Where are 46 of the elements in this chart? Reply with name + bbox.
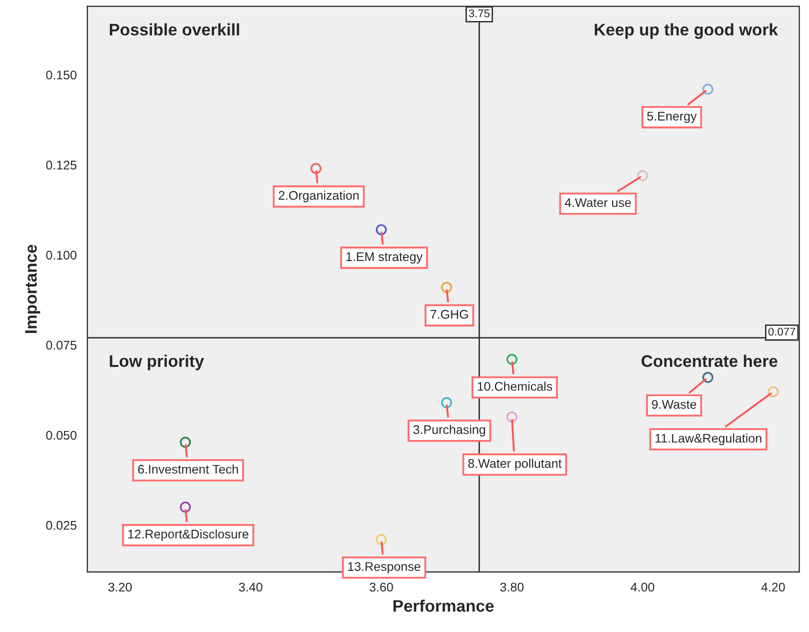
- point: [702, 84, 714, 95]
- annotation: Concentrate here: [642, 354, 778, 367]
- point: [180, 436, 191, 448]
- series-label: 12.Report&Disclosure: [128, 529, 248, 541]
- x-tick-label: 3.60: [370, 582, 393, 592]
- point: [310, 162, 322, 174]
- x-axis-title: Performance: [394, 600, 494, 612]
- series-label: 13.Response: [348, 562, 420, 574]
- ref-line-label: 3.75: [468, 9, 490, 18]
- ref-line-label: 0.077: [768, 328, 796, 336]
- point: [768, 386, 779, 398]
- point: [376, 534, 387, 546]
- point: [702, 372, 714, 383]
- x-tick-label: 3.40: [238, 582, 262, 592]
- annotation: Keep up the good work: [594, 23, 778, 39]
- series-label: 9.Waste: [652, 400, 696, 409]
- y-tick-label: 0.050: [46, 430, 76, 440]
- point: [376, 224, 387, 236]
- text: 11.Law&Regulation: [656, 433, 762, 446]
- y-axis-title: Importance: [25, 244, 40, 333]
- y-tick-label: 0.025: [46, 520, 76, 530]
- series-label: 3.Purchasing: [413, 424, 486, 437]
- point: [506, 412, 518, 423]
- y-tick-label: 0.100: [46, 250, 76, 260]
- point: [441, 397, 452, 408]
- x-tick-label: 4.20: [761, 582, 785, 592]
- annotation: Possible overkill: [110, 23, 240, 36]
- series-label: 1.EM strategy: [346, 252, 423, 264]
- x-tick-label: 3.20: [108, 582, 132, 592]
- y-tick-label: 0.125: [46, 160, 76, 170]
- series-label: 4.Water use: [564, 198, 631, 208]
- point: [441, 282, 452, 293]
- series-label: 2.Organization: [278, 190, 359, 202]
- series-label: 6.Investment Tech: [138, 464, 238, 474]
- y-tick-label: 0.150: [46, 70, 76, 80]
- x-tick-label: 4.00: [630, 582, 654, 592]
- point: [637, 170, 648, 182]
- annotation: Low priority: [110, 354, 204, 370]
- point: [506, 354, 518, 365]
- y-tick-label: 0.075: [46, 340, 76, 350]
- x-tick-label: 3.80: [500, 582, 524, 592]
- series-label: 7.GHG: [430, 310, 468, 319]
- point: [180, 502, 191, 513]
- text: 8.Water pollutant: [468, 458, 562, 470]
- series-label: 5.Energy: [647, 112, 697, 124]
- series-label: 10.Chemicals: [478, 382, 552, 391]
